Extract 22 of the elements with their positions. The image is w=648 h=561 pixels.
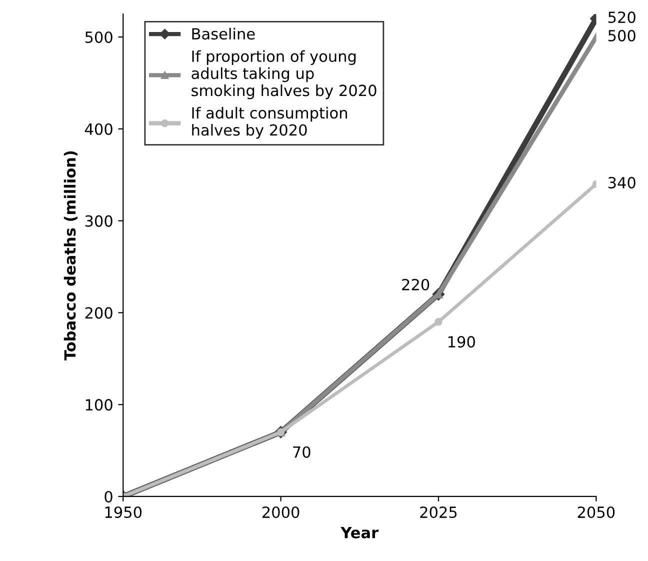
y-tick-label: 300 xyxy=(85,215,112,227)
legend-label: If adult consumption halves by 2020 xyxy=(192,106,347,139)
y-tick-label: 100 xyxy=(86,399,112,411)
x-tick-label: 1950 xyxy=(105,506,142,518)
data-label: 340 xyxy=(608,176,636,188)
data-label: 500 xyxy=(608,30,636,42)
x-axis-title: Year xyxy=(340,527,379,538)
y-tick-label: 200 xyxy=(85,307,112,319)
data-label: 220 xyxy=(402,278,430,290)
data-label: 190 xyxy=(448,336,475,348)
data-label: 520 xyxy=(608,11,636,24)
legend-label: Baseline xyxy=(192,28,255,40)
y-tick-label: 0 xyxy=(104,490,112,503)
x-tick-label: 2000 xyxy=(262,506,300,518)
x-tick-label: 2050 xyxy=(578,506,615,518)
legend-label: If proportion of young adults taking up smoking halves by 2020 xyxy=(192,50,376,100)
y-axis-title: Tobacco deaths (million) xyxy=(64,151,78,360)
x-tick-label: 2025 xyxy=(420,506,457,518)
data-label: 70 xyxy=(293,446,310,458)
y-tick-label: 400 xyxy=(84,123,112,135)
point xyxy=(434,318,442,326)
y-tick-label: 500 xyxy=(85,31,112,44)
